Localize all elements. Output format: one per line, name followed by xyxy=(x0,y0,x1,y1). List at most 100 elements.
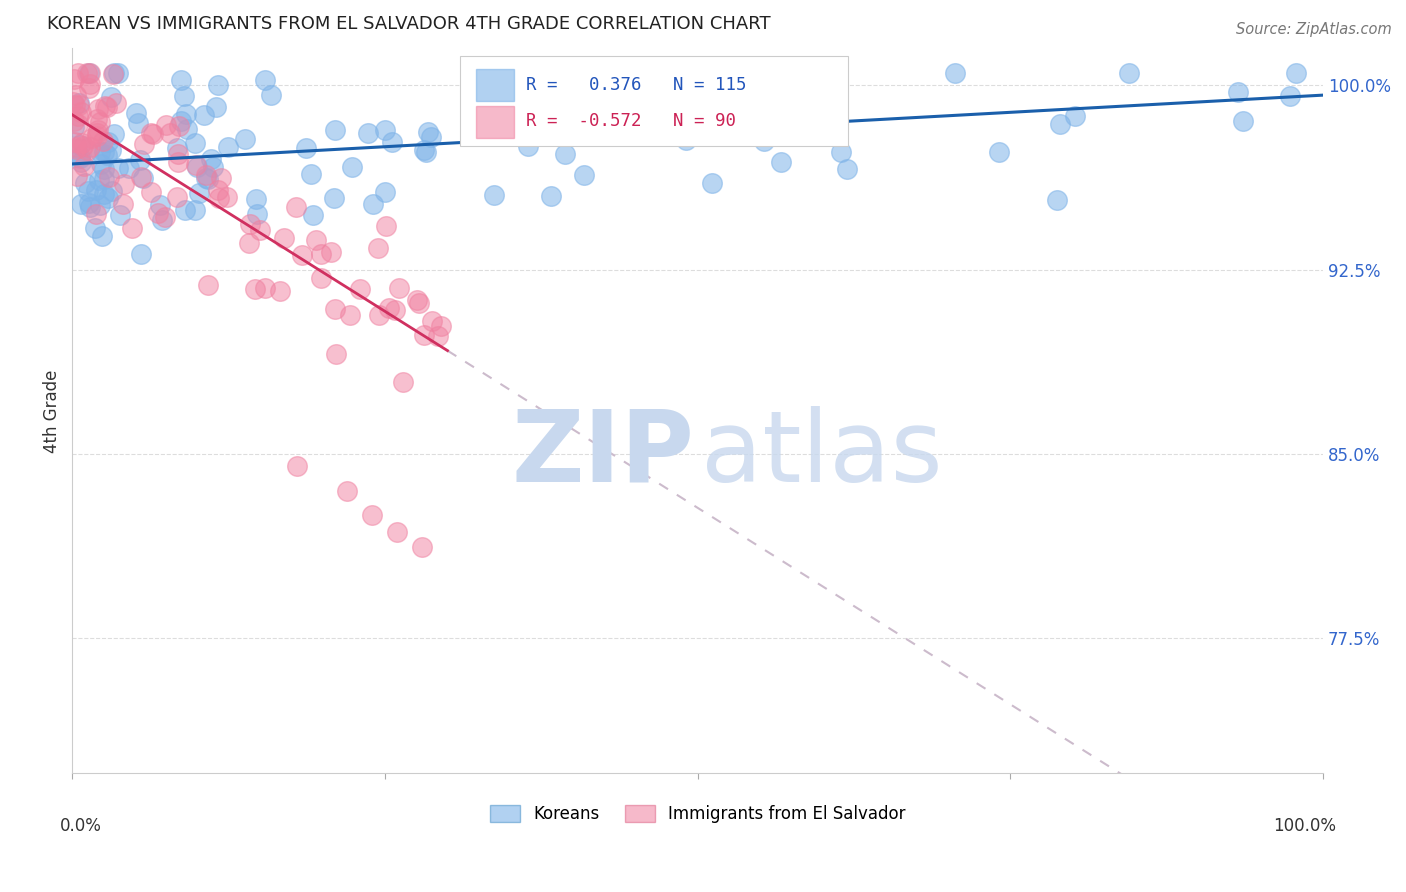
Point xyxy=(194,168,217,182)
Point xyxy=(152,212,174,227)
Point xyxy=(173,203,195,218)
Point xyxy=(65,140,87,154)
Point xyxy=(89,198,111,212)
Point xyxy=(770,155,793,169)
Point xyxy=(70,197,93,211)
Point xyxy=(93,145,115,160)
Point xyxy=(413,328,436,343)
Point xyxy=(416,125,439,139)
Point xyxy=(481,69,503,83)
Point xyxy=(70,104,93,119)
Point xyxy=(273,231,295,245)
Point xyxy=(167,155,190,169)
Text: R =  -0.572   N = 90: R = -0.572 N = 90 xyxy=(526,112,737,130)
Point xyxy=(121,221,143,235)
Point xyxy=(93,99,115,113)
Point xyxy=(129,170,152,185)
Point xyxy=(484,187,506,202)
Point xyxy=(93,172,115,186)
Point xyxy=(269,284,291,298)
Point xyxy=(387,525,409,540)
Point xyxy=(430,319,453,334)
Point xyxy=(170,114,193,128)
Point xyxy=(207,183,229,197)
Point xyxy=(669,79,692,94)
Point xyxy=(208,191,231,205)
Point xyxy=(166,141,188,155)
Point xyxy=(76,66,98,80)
Point xyxy=(117,161,139,175)
Point xyxy=(1226,85,1249,99)
Point xyxy=(153,210,176,224)
Point xyxy=(381,136,404,150)
Point xyxy=(1232,114,1254,128)
Point xyxy=(67,97,90,112)
Point xyxy=(367,308,389,322)
Point xyxy=(1049,117,1071,131)
Point xyxy=(184,158,207,172)
Point xyxy=(426,329,449,343)
Point xyxy=(323,123,346,137)
Point xyxy=(96,148,118,162)
Point xyxy=(76,143,98,157)
Point xyxy=(513,91,536,105)
Point xyxy=(103,66,125,80)
Point xyxy=(543,66,565,80)
Point xyxy=(374,185,396,199)
FancyBboxPatch shape xyxy=(460,55,848,146)
Point xyxy=(342,160,364,174)
Point xyxy=(245,192,267,206)
Point xyxy=(479,66,502,80)
Point xyxy=(540,189,562,203)
Point xyxy=(69,148,91,162)
Point xyxy=(591,66,613,80)
Point xyxy=(295,141,318,155)
Point xyxy=(63,113,86,128)
Point xyxy=(86,102,108,116)
Point xyxy=(83,220,105,235)
Point xyxy=(260,88,283,103)
Point xyxy=(97,135,120,149)
Point xyxy=(139,185,162,199)
Point xyxy=(988,145,1011,159)
Point xyxy=(87,122,110,136)
Point xyxy=(374,219,396,233)
Point xyxy=(311,271,333,285)
Point xyxy=(284,200,307,214)
Point xyxy=(129,153,152,168)
Text: atlas: atlas xyxy=(702,406,943,503)
Point xyxy=(700,176,723,190)
Point xyxy=(357,126,380,140)
Point xyxy=(304,233,326,247)
Point xyxy=(79,200,101,214)
Point xyxy=(411,540,433,554)
Point xyxy=(209,170,232,185)
Point xyxy=(235,131,257,145)
Point xyxy=(336,483,359,498)
Point xyxy=(249,223,271,237)
Point xyxy=(84,207,107,221)
Point xyxy=(613,122,636,136)
Point xyxy=(97,191,120,205)
Point xyxy=(132,171,155,186)
Text: ZIP: ZIP xyxy=(510,406,695,503)
Point xyxy=(413,143,436,157)
Point xyxy=(70,155,93,169)
Point xyxy=(239,217,262,231)
Point xyxy=(184,202,207,217)
Point xyxy=(86,128,108,143)
Point xyxy=(155,118,177,132)
Point xyxy=(193,108,215,122)
Point xyxy=(101,184,124,198)
Point xyxy=(132,136,155,151)
Point xyxy=(253,73,276,87)
Point xyxy=(79,66,101,80)
Text: Source: ZipAtlas.com: Source: ZipAtlas.com xyxy=(1236,22,1392,37)
Point xyxy=(149,198,172,212)
Point xyxy=(77,66,100,80)
Point xyxy=(159,126,181,140)
Point xyxy=(202,160,225,174)
Point xyxy=(569,100,592,114)
Point xyxy=(217,140,239,154)
Point xyxy=(675,133,697,147)
